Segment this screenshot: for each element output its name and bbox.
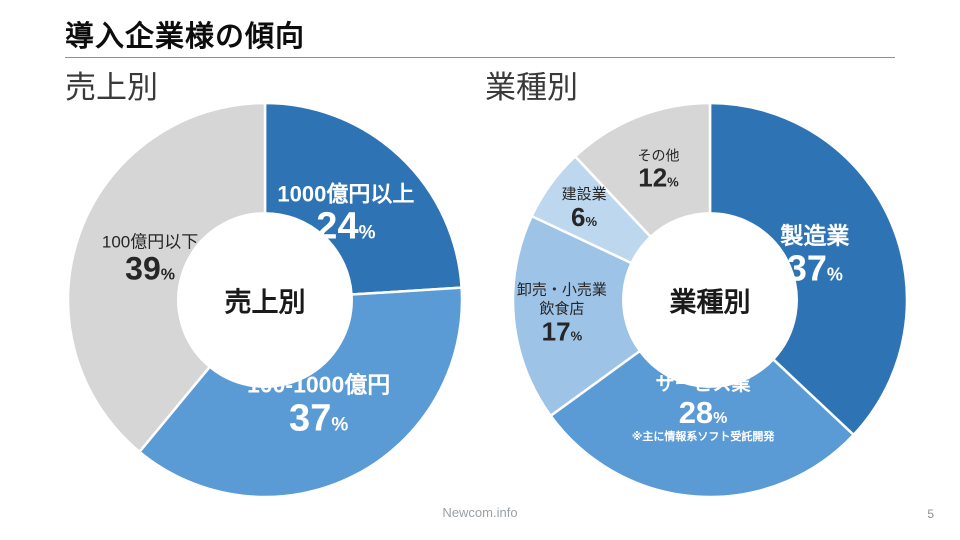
slide-title: 導入企業様の傾向: [65, 21, 306, 53]
slice-value: 37%: [780, 250, 849, 288]
slice-name: 1000億円以上: [277, 181, 415, 207]
slice-value: 24%: [277, 205, 414, 248]
slice-value-number: 28: [678, 394, 714, 430]
revenue-donut-chart: 売上別 1000億円以上 24% 100-1000億円 37% 100億円以下 39%: [65, 100, 465, 500]
slice-value-number: 12: [638, 163, 668, 194]
industry-chart-heading: 業種別: [485, 70, 578, 105]
slice-value-number: 37: [786, 248, 827, 290]
slice-value-number: 17: [541, 317, 571, 348]
slice-value-unit: %: [358, 222, 376, 244]
slice-label: 1000億円以上 24%: [277, 180, 414, 247]
slice-note: ※主に情報系ソフト受託開発: [631, 431, 775, 444]
slice-label: 建設業 6%: [562, 185, 607, 231]
donut-slice: [263, 101, 463, 296]
slice-value-unit: %: [713, 409, 728, 427]
slice-value: 39%: [102, 252, 198, 286]
donut-slice: [138, 286, 464, 499]
slice-value-unit: %: [826, 265, 843, 286]
donut-slice: [573, 101, 712, 239]
industry-chart-center-label: 業種別: [669, 287, 751, 318]
slice-name: 建設業: [561, 185, 607, 203]
slice-name: 卸売・小売業: [516, 281, 607, 299]
slice-label: 100-1000億円 37%: [247, 371, 390, 440]
slice-name: 100-1000億円: [247, 371, 391, 398]
revenue-chart-heading: 売上別: [65, 70, 158, 105]
revenue-chart-center-label: 売上別: [224, 287, 306, 318]
donut-slice: [549, 349, 855, 499]
slice-label: サービス業 28% ※主に情報系ソフト受託開発: [632, 373, 775, 447]
slice-value: 28%: [632, 394, 775, 430]
slice-value-number: 6: [571, 202, 586, 233]
slice-name: 飲食店: [539, 300, 585, 318]
slice-value-unit: %: [160, 266, 175, 284]
page-number: 5: [927, 507, 934, 521]
industry-donut-chart: 業種別 製造業 37% サービス業 28% ※主に情報系ソフト受託開発 卸売・小売業 飲食店…: [510, 100, 910, 500]
donut-chart-svg: [66, 101, 464, 499]
donut-slice: [708, 101, 909, 437]
slice-label: 100億円以下 39%: [102, 231, 198, 286]
slice-value-unit: %: [585, 214, 598, 230]
slice-value: 12%: [638, 163, 680, 194]
slice-value-unit: %: [667, 175, 679, 191]
slice-label: その他 12%: [638, 148, 680, 193]
donut-slice: [511, 214, 642, 418]
slice-name: 100億円以下: [101, 232, 199, 252]
slice-value: 37%: [247, 397, 390, 440]
slice-label: 製造業 37%: [780, 221, 849, 288]
slice-value-unit: %: [331, 414, 349, 436]
slice-name: その他: [637, 147, 680, 164]
donut-chart-svg: [511, 101, 909, 499]
slice-value-unit: %: [570, 329, 583, 345]
slice-value: 6%: [562, 204, 607, 231]
slice-name: サービス業: [655, 374, 751, 396]
footer-site-label: Newcom.info: [442, 505, 518, 520]
slice-value: 17%: [517, 317, 607, 348]
slice-label: 卸売・小売業 飲食店 17%: [517, 282, 607, 347]
donut-slice: [66, 101, 267, 454]
slice-name: 製造業: [780, 222, 850, 249]
slice-value-number: 24: [316, 205, 359, 248]
slice-value-number: 37: [289, 397, 332, 440]
title-underline: [65, 57, 895, 58]
slice-value-number: 39: [125, 250, 161, 287]
